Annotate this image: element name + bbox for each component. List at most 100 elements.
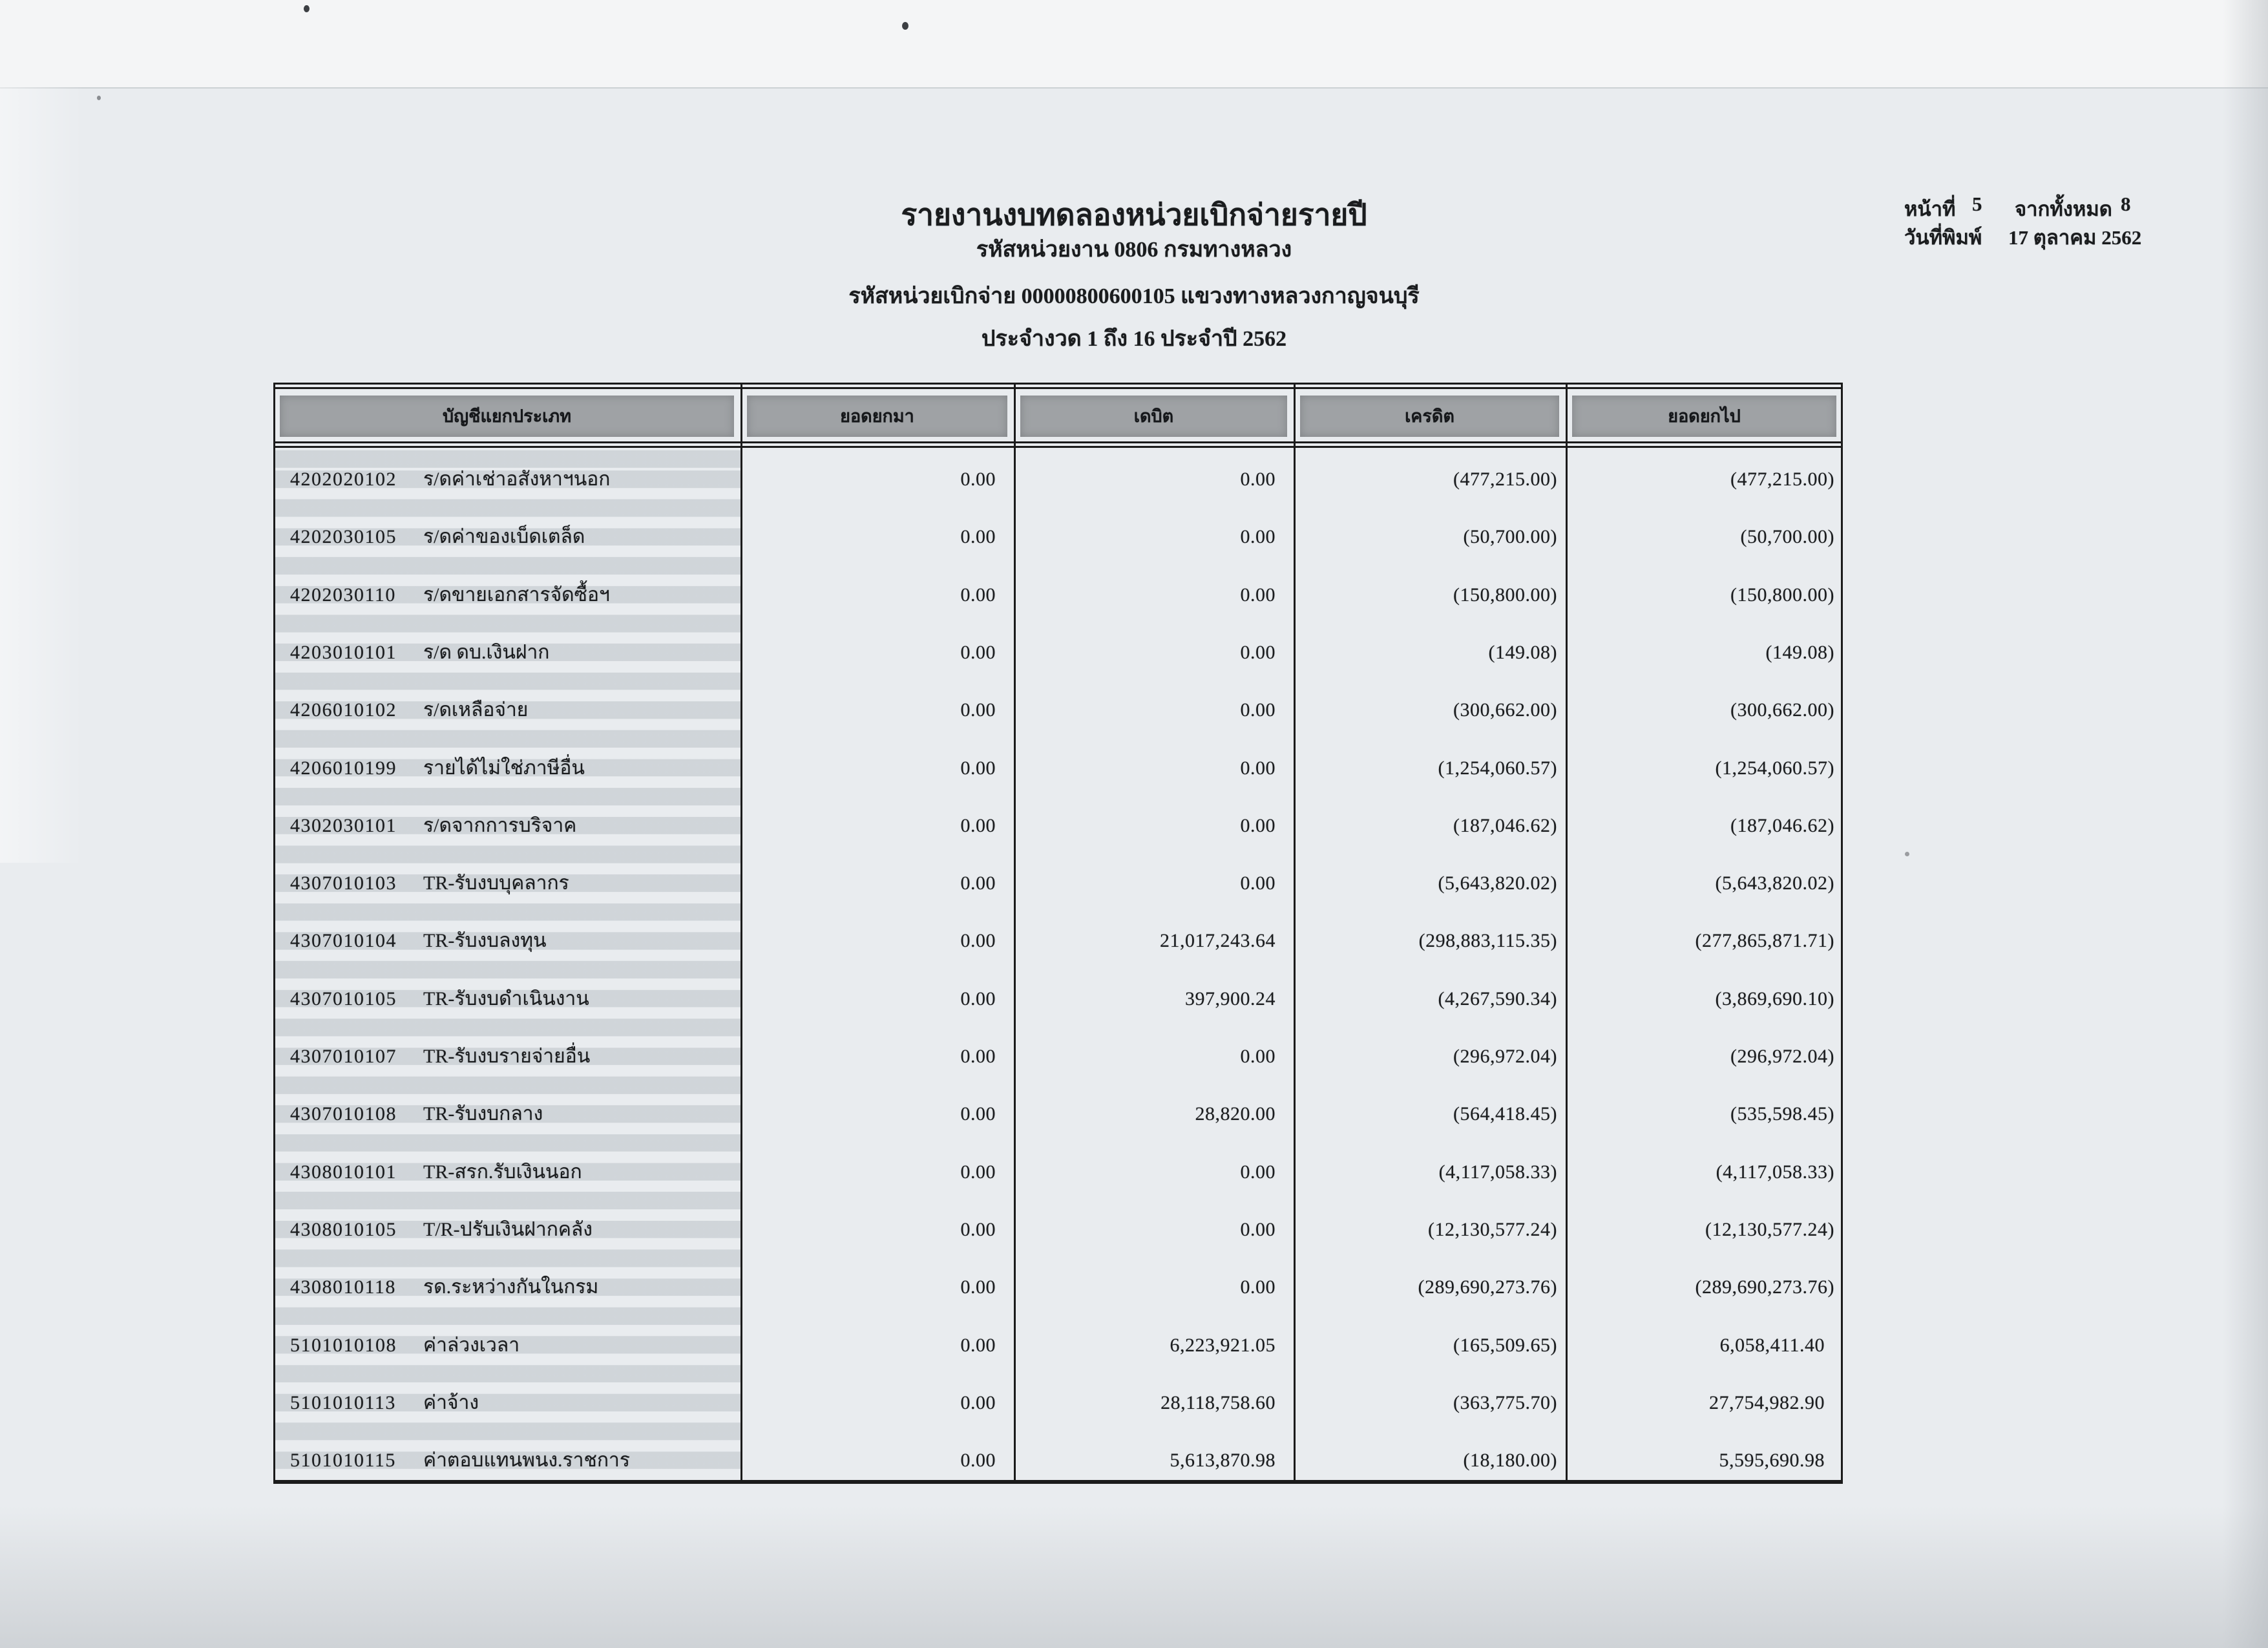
account-code: 4308010101	[290, 1161, 397, 1183]
account-name: ค่าตอบแทนพนง.ราชการ	[423, 1450, 630, 1472]
print-date-label: วันที่พิมพ์	[1904, 226, 1982, 249]
scan-speck	[97, 96, 101, 100]
amount-brought-forward: 0.00	[960, 1334, 996, 1356]
amount-credit: (300,662.00)	[1453, 699, 1557, 721]
account-column-stripes	[275, 450, 740, 1480]
print-date-value: 17 ตุลาคม 2562	[2008, 226, 2142, 249]
table-row: 4308010105 T/R-ปรับเงินฝากคลัง 0.00 0.00 (12…	[273, 1217, 1843, 1243]
col-divider-3	[1294, 383, 1296, 1484]
account-code: 4202030110	[290, 584, 396, 606]
account-code: 4307010105	[290, 988, 397, 1009]
amount-carried-forward: (3,869,690.10)	[1715, 988, 1834, 1009]
amount-brought-forward: 0.00	[960, 469, 996, 490]
account-name: T/R-ปรับเงินฝากคลัง	[423, 1218, 593, 1240]
scan-speck	[304, 5, 310, 12]
account-code: 4206010199	[290, 757, 397, 779]
amount-debit: 0.00	[1240, 584, 1276, 606]
pages-total-value: 8	[2121, 193, 2131, 215]
amount-credit: (4,267,590.34)	[1438, 988, 1557, 1009]
amount-carried-forward: (277,865,871.71)	[1695, 930, 1834, 952]
account-code: 4202020102	[290, 469, 397, 490]
table-row: 4206010102 ร/ดเหลือจ่าย 0.00 0.00 (300,662.0…	[273, 697, 1843, 723]
scan-left-light	[0, 87, 84, 863]
table-row: 4308010101 TR-สรก.รับเงินนอก 0.00 0.00 (4,11…	[273, 1159, 1843, 1185]
amount-carried-forward: 5,595,690.98	[1719, 1450, 1825, 1472]
table-row: 4202030110 ร/ดขายเอกสารจัดซื้อฯ 0.00 0.00 (1…	[273, 582, 1843, 608]
amount-carried-forward: (12,130,577.24)	[1705, 1218, 1834, 1240]
amount-debit: 21,017,243.64	[1160, 930, 1276, 952]
amount-debit: 0.00	[1240, 469, 1276, 490]
amount-debit: 0.00	[1240, 814, 1276, 836]
account-name: TR-รับงบลงทุน	[423, 930, 547, 952]
account-code: 4307010107	[290, 1046, 397, 1067]
amount-brought-forward: 0.00	[960, 757, 996, 779]
table-row: 4308010118 รด.ระหว่างกันในกรม 0.00 0.00 (289…	[273, 1274, 1843, 1300]
amount-carried-forward: (300,662.00)	[1730, 699, 1834, 721]
account-name: ร/ดขายเอกสารจัดซื้อฯ	[423, 584, 610, 606]
amount-credit: (187,046.62)	[1453, 814, 1557, 836]
account-name: TR-รับงบบุคลากร	[423, 872, 569, 894]
amount-debit: 0.00	[1240, 872, 1276, 894]
table-border-left	[273, 383, 275, 1484]
page-number-label: หน้าที่	[1904, 198, 1956, 220]
account-name: ร/ดเหลือจ่าย	[423, 699, 529, 721]
account-code: 4308010105	[290, 1218, 397, 1240]
amount-credit: (18,180.00)	[1463, 1450, 1557, 1472]
amount-credit: (149.08)	[1488, 641, 1557, 663]
amount-carried-forward: (289,690,273.76)	[1695, 1276, 1834, 1298]
account-code: 4308010118	[290, 1276, 396, 1298]
page-title: รายงานงบทดลองหน่วยเบิกจ่ายรายปี	[901, 198, 1367, 231]
table-row: 5101010108 ค่าล่วงเวลา 0.00 6,223,921.05 (16…	[273, 1333, 1843, 1358]
amount-credit: (289,690,273.76)	[1418, 1276, 1557, 1298]
account-code: 4203010101	[290, 641, 397, 663]
amount-credit: (50,700.00)	[1463, 526, 1557, 548]
amount-carried-forward: (50,700.00)	[1740, 526, 1834, 548]
account-name: ร/ด ดบ.เงินฝาก	[423, 641, 550, 663]
amount-carried-forward: (1,254,060.57)	[1715, 757, 1834, 779]
table-border-right	[1841, 383, 1843, 1484]
amount-brought-forward: 0.00	[960, 1218, 996, 1240]
unit-line: รหัสหน่วยเบิกจ่าย 00000800600105 แขวงทาง…	[848, 284, 1420, 308]
account-code: 4307010108	[290, 1103, 397, 1125]
account-name: TR-รับงบกลาง	[423, 1103, 543, 1125]
amount-credit: (165,509.65)	[1453, 1334, 1557, 1356]
amount-brought-forward: 0.00	[960, 1161, 996, 1183]
account-name: ค่าจ้าง	[423, 1391, 479, 1413]
amount-brought-forward: 0.00	[960, 699, 996, 721]
amount-brought-forward: 0.00	[960, 814, 996, 836]
table-row: 4202030105 ร/ดค่าของเบ็ดเตล็ด 0.00 0.00 (50,…	[273, 524, 1843, 550]
ledger-table: บัญชีแยกประเภท ยอดยกมา เดบิต เครดิต ยอดย…	[273, 383, 1843, 1484]
amount-brought-forward: 0.00	[960, 1450, 996, 1472]
col-header-brought-forward: ยอดยกมา	[747, 396, 1007, 437]
col-header-account: บัญชีแยกประเภท	[280, 396, 734, 437]
account-code: 5101010113	[290, 1391, 396, 1413]
account-name: รด.ระหว่างกันในกรม	[423, 1276, 599, 1298]
period-line: ประจำงวด 1 ถึง 16 ประจำปี 2562	[981, 327, 1287, 351]
col-divider-1	[740, 383, 742, 1484]
account-name: ร/ดค่าเช่าอสังหาฯนอก	[423, 469, 611, 490]
amount-debit: 28,820.00	[1195, 1103, 1276, 1125]
amount-credit: (150,800.00)	[1453, 584, 1557, 606]
scan-speck	[1905, 852, 1909, 856]
amount-carried-forward: (5,643,820.02)	[1715, 872, 1834, 894]
table-row: 5101010115 ค่าตอบแทนพนง.ราชการ 0.00 5,613,8…	[273, 1448, 1843, 1474]
table-row: 5101010113 ค่าจ้าง 0.00 28,118,758.60 (363,7…	[273, 1390, 1843, 1416]
amount-credit: (4,117,058.33)	[1438, 1161, 1557, 1183]
page-number-value: 5	[1972, 193, 1982, 215]
scan-speck	[902, 22, 908, 30]
amount-debit: 0.00	[1240, 1161, 1276, 1183]
amount-brought-forward: 0.00	[960, 1046, 996, 1067]
amount-debit: 0.00	[1240, 757, 1276, 779]
amount-credit: (1,254,060.57)	[1438, 757, 1557, 779]
account-code: 5101010108	[290, 1334, 397, 1356]
table-bottom-rule	[273, 1480, 1843, 1484]
amount-credit: (296,972.04)	[1453, 1046, 1557, 1067]
amount-debit: 6,223,921.05	[1170, 1334, 1276, 1356]
table-row: 4307010107 TR-รับงบรายจ่ายอื่น 0.00 0.00 (29…	[273, 1044, 1843, 1070]
account-code: 4202030105	[290, 526, 397, 548]
scan-edge-line	[0, 87, 2268, 89]
scan-top-band	[0, 0, 2268, 87]
account-name: TR-รับงบรายจ่ายอื่น	[423, 1046, 591, 1067]
amount-debit: 0.00	[1240, 641, 1276, 663]
